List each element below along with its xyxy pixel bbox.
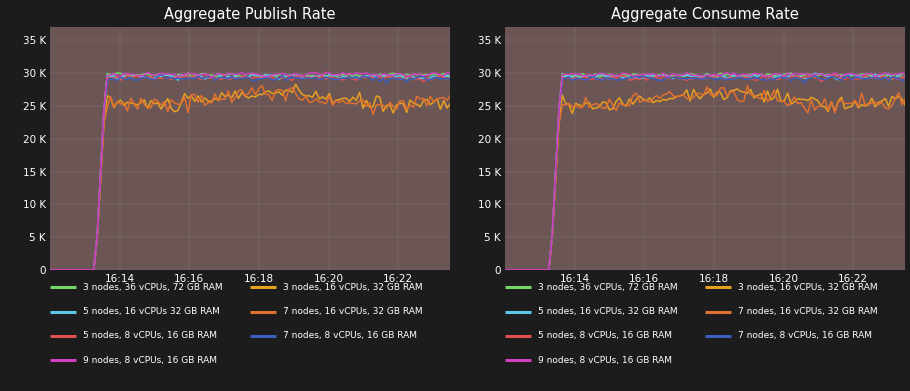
Text: 7 nodes, 8 vCPUs, 16 GB RAM: 7 nodes, 8 vCPUs, 16 GB RAM bbox=[738, 331, 872, 341]
Text: 5 nodes, 16 vCPUs, 32 GB RAM: 5 nodes, 16 vCPUs, 32 GB RAM bbox=[538, 307, 677, 316]
Text: 3 nodes, 16 vCPUs, 32 GB RAM: 3 nodes, 16 vCPUs, 32 GB RAM bbox=[738, 283, 877, 292]
Text: 5 nodes, 8 vCPUs, 16 GB RAM: 5 nodes, 8 vCPUs, 16 GB RAM bbox=[83, 331, 217, 341]
Text: 3 nodes, 36 vCPUs, 72 GB RAM: 3 nodes, 36 vCPUs, 72 GB RAM bbox=[83, 283, 222, 292]
Text: 9 nodes, 8 vCPUs, 16 GB RAM: 9 nodes, 8 vCPUs, 16 GB RAM bbox=[538, 355, 672, 365]
Text: 7 nodes, 16 vCPUs, 32 GB RAM: 7 nodes, 16 vCPUs, 32 GB RAM bbox=[283, 307, 422, 316]
Title: Aggregate Consume Rate: Aggregate Consume Rate bbox=[612, 7, 799, 22]
Title: Aggregate Publish Rate: Aggregate Publish Rate bbox=[165, 7, 336, 22]
Text: 5 nodes, 8 vCPUs, 16 GB RAM: 5 nodes, 8 vCPUs, 16 GB RAM bbox=[538, 331, 672, 341]
Text: 5 nodes, 16 vCPUs 32 GB RAM: 5 nodes, 16 vCPUs 32 GB RAM bbox=[83, 307, 219, 316]
Text: 7 nodes, 8 vCPUs, 16 GB RAM: 7 nodes, 8 vCPUs, 16 GB RAM bbox=[283, 331, 417, 341]
Text: 3 nodes, 36 vCPUs, 72 GB RAM: 3 nodes, 36 vCPUs, 72 GB RAM bbox=[538, 283, 677, 292]
Text: 9 nodes, 8 vCPUs, 16 GB RAM: 9 nodes, 8 vCPUs, 16 GB RAM bbox=[83, 355, 217, 365]
Text: 3 nodes, 16 vCPUs, 32 GB RAM: 3 nodes, 16 vCPUs, 32 GB RAM bbox=[283, 283, 422, 292]
Text: 7 nodes, 16 vCPUs, 32 GB RAM: 7 nodes, 16 vCPUs, 32 GB RAM bbox=[738, 307, 877, 316]
